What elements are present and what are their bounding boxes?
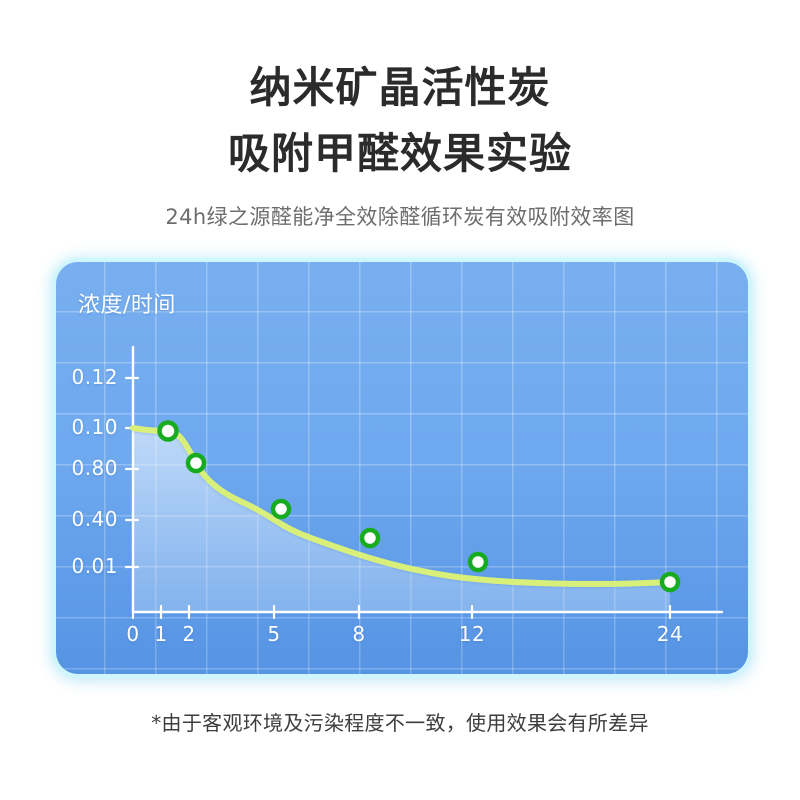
x-tick-label-0: 0 xyxy=(126,622,140,646)
x-tick-label-4: 8 xyxy=(352,622,366,646)
page-subtitle: 24h绿之源醛能净全效除醛循环炭有效吸附效率图 xyxy=(165,205,635,229)
y-tick-label-4: 0.01 xyxy=(71,554,118,578)
data-point-marker xyxy=(270,498,292,520)
data-point-marker xyxy=(359,527,381,549)
y-tick-label-3: 0.40 xyxy=(71,507,118,531)
chart-area-fill xyxy=(133,428,670,612)
x-tick-label-2: 2 xyxy=(182,622,196,646)
chart-x-ticks xyxy=(131,604,672,620)
chart-data-points xyxy=(157,420,681,593)
chart-axis-caption: 浓度/时间 xyxy=(78,293,176,318)
y-tick-label-1: 0.10 xyxy=(71,415,118,439)
x-tick-label-1: 1 xyxy=(154,622,168,646)
chart-line-series xyxy=(130,425,673,587)
data-point-marker xyxy=(659,571,681,593)
chart-panel: 浓度/时间 xyxy=(56,262,748,674)
chart-plot xyxy=(124,345,724,620)
y-tick-label-2: 0.80 xyxy=(71,456,118,480)
disclaimer-footnote: *由于客观环境及污染程度不一致，使用效果会有所差异 xyxy=(151,711,649,735)
x-tick-label-6: 24 xyxy=(656,622,684,646)
data-point-marker xyxy=(185,452,207,474)
page-title-line-2: 吸附甲醛效果实验 xyxy=(227,129,572,178)
data-point-marker xyxy=(157,420,179,442)
data-point-marker xyxy=(467,551,489,573)
page-title-line-1: 纳米矿晶活性炭 xyxy=(249,63,551,112)
y-tick-label-0: 0.12 xyxy=(71,365,118,389)
header-block: 纳米矿晶活性炭 吸附甲醛效果实验 24h绿之源醛能净全效除醛循环炭有效吸附效率图 xyxy=(0,58,800,232)
x-tick-label-5: 12 xyxy=(458,622,486,646)
x-tick-label-3: 5 xyxy=(267,622,281,646)
